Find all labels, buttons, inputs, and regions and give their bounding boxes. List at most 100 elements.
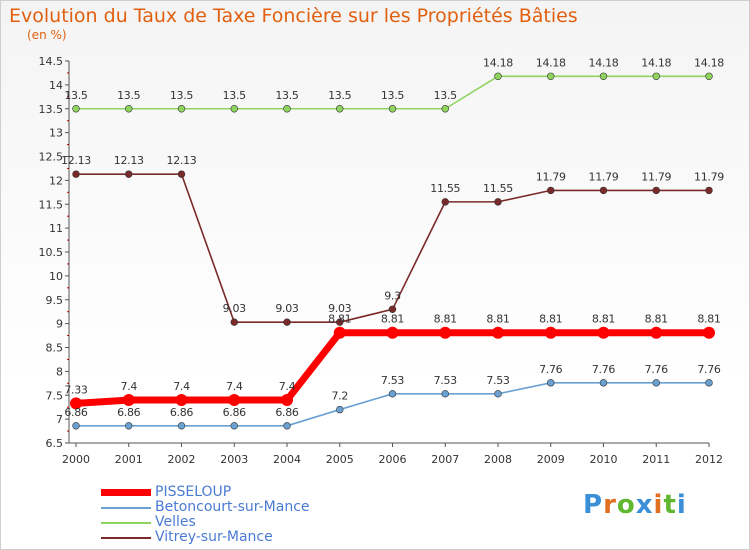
legend-label: Betoncourt-sur-Mance <box>155 499 310 515</box>
x-tick-label: 2005 <box>326 453 354 466</box>
x-tick-label: 2006 <box>379 453 407 466</box>
y-tick-label: 6.5 <box>46 437 64 450</box>
y-tick-label: 11.5 <box>39 198 64 211</box>
data-point <box>336 105 344 113</box>
brand-letter: i <box>653 490 664 520</box>
data-label: 11.55 <box>430 182 460 195</box>
data-label: 7.4 <box>120 380 137 393</box>
data-point <box>494 390 502 398</box>
data-point <box>72 105 80 113</box>
data-point <box>388 105 397 113</box>
data-point <box>230 422 238 430</box>
x-tick-label: 2002 <box>168 453 196 466</box>
legend-swatch <box>101 489 151 496</box>
data-label: 8.81 <box>645 313 668 326</box>
data-label: 11.79 <box>694 170 724 183</box>
data-point <box>72 422 80 430</box>
data-point <box>703 326 715 339</box>
data-point <box>230 318 238 326</box>
data-label: 11.79 <box>536 170 566 183</box>
data-point <box>441 390 449 398</box>
data-point <box>599 72 608 80</box>
data-point <box>439 326 452 339</box>
x-tick-label: 2011 <box>642 453 670 466</box>
brand-letter: P <box>583 490 604 520</box>
data-label: 7.4 <box>279 380 296 393</box>
data-label: 7.53 <box>381 374 405 387</box>
data-label: 7.2 <box>331 390 348 403</box>
data-label: 6.86 <box>64 406 88 419</box>
y-tick-label: 13.5 <box>39 103 64 116</box>
y-tick-label: 14.5 <box>39 55 64 68</box>
y-tick-label: 10.5 <box>39 246 64 259</box>
y-tick-label: 10 <box>49 270 63 283</box>
x-tick-label: 2010 <box>590 453 618 466</box>
data-label: 8.81 <box>539 313 562 326</box>
data-label: 7.76 <box>539 363 563 376</box>
data-point <box>650 326 663 339</box>
data-label: 6.86 <box>170 406 194 419</box>
data-label: 7.53 <box>486 374 510 387</box>
data-point <box>597 326 610 339</box>
data-point <box>228 394 241 407</box>
data-point <box>281 394 293 407</box>
data-point <box>652 72 660 80</box>
legend-item: PISSELOUP <box>101 484 421 500</box>
series-line-betoncourt-sur-mance <box>76 382 709 427</box>
brand-letter: i <box>676 490 687 520</box>
data-point <box>125 422 133 430</box>
data-label: 9.03 <box>328 302 352 315</box>
data-point <box>177 105 186 113</box>
data-point <box>70 397 82 410</box>
y-tick-label: 9.5 <box>46 294 64 307</box>
data-label: 14.18 <box>483 56 513 69</box>
data-label: 9.03 <box>275 302 299 315</box>
data-label: 8.81 <box>381 313 404 326</box>
data-label: 8.81 <box>592 313 615 326</box>
data-point <box>122 394 135 407</box>
brand-letter: r <box>603 490 617 520</box>
data-label: 9.03 <box>223 302 247 315</box>
x-tick-label: 2001 <box>115 453 143 466</box>
data-point <box>72 170 80 178</box>
data-point <box>441 105 449 113</box>
data-label: 7.4 <box>226 380 243 393</box>
data-label: 11.55 <box>483 182 513 195</box>
x-tick-label: 2012 <box>695 453 723 466</box>
data-point <box>388 390 397 398</box>
data-label: 13.5 <box>328 89 352 102</box>
data-label: 12.13 <box>114 154 144 167</box>
data-label: 8.81 <box>697 313 720 326</box>
data-point <box>652 186 660 195</box>
data-point <box>705 379 713 387</box>
data-label: 7.76 <box>592 363 616 376</box>
data-label: 13.5 <box>170 89 194 102</box>
brand-letter: t <box>663 490 677 520</box>
data-point <box>283 105 291 113</box>
data-point <box>547 186 555 195</box>
data-label: 6.86 <box>117 406 141 419</box>
data-point <box>547 379 555 387</box>
data-label: 13.5 <box>117 89 141 102</box>
legend-label: Vitrey-sur-Mance <box>155 529 273 545</box>
data-point <box>494 198 502 206</box>
y-tick-label: 12 <box>49 174 63 187</box>
legend-swatch <box>101 537 151 539</box>
data-point <box>547 72 555 80</box>
data-point <box>441 198 449 206</box>
data-label: 13.5 <box>64 89 88 102</box>
legend-item: Vitrey-sur-Mance <box>101 529 421 545</box>
legend-swatch <box>101 522 151 524</box>
data-point <box>544 326 557 339</box>
data-label: 8.81 <box>434 313 457 326</box>
data-point <box>175 394 188 407</box>
data-label: 9.3 <box>384 289 401 302</box>
x-tick-label: 2007 <box>431 453 459 466</box>
data-point <box>386 326 399 339</box>
data-label: 12.13 <box>61 154 91 167</box>
data-label: 12.13 <box>167 154 197 167</box>
brand-logo: Proxiti <box>583 490 687 520</box>
y-tick-label: 9 <box>56 318 63 331</box>
